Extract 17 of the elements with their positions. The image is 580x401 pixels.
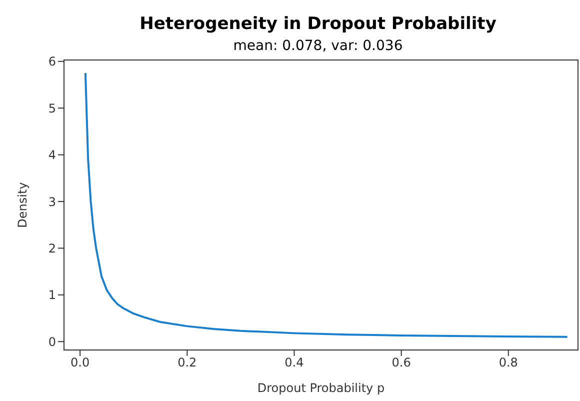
- y-tick-label: 2: [48, 241, 56, 256]
- x-tick-label: 0.2: [178, 356, 197, 370]
- chart-subtitle: mean: 0.078, var: 0.036: [232, 38, 404, 54]
- x-tick-label: 0.8: [498, 356, 518, 370]
- y-tick-label: 4: [48, 148, 56, 162]
- y-axis-title: Density: [15, 182, 30, 228]
- x-axis-title: Dropout Probability p: [257, 381, 385, 395]
- x-tick-label: 0.4: [284, 356, 304, 370]
- y-tick-label: 3: [48, 194, 56, 209]
- y-tick-label: 5: [48, 101, 56, 116]
- line-series: [84, 72, 568, 338]
- x-tick-label: 0.6: [392, 356, 411, 370]
- y-tick-label: 6: [48, 54, 56, 69]
- x-tick-label: 0.0: [70, 356, 90, 370]
- y-tick-label: 0: [48, 334, 56, 349]
- chart-title: Heterogeneity in Dropout Probability: [138, 13, 498, 34]
- y-tick-label: 1: [48, 288, 56, 302]
